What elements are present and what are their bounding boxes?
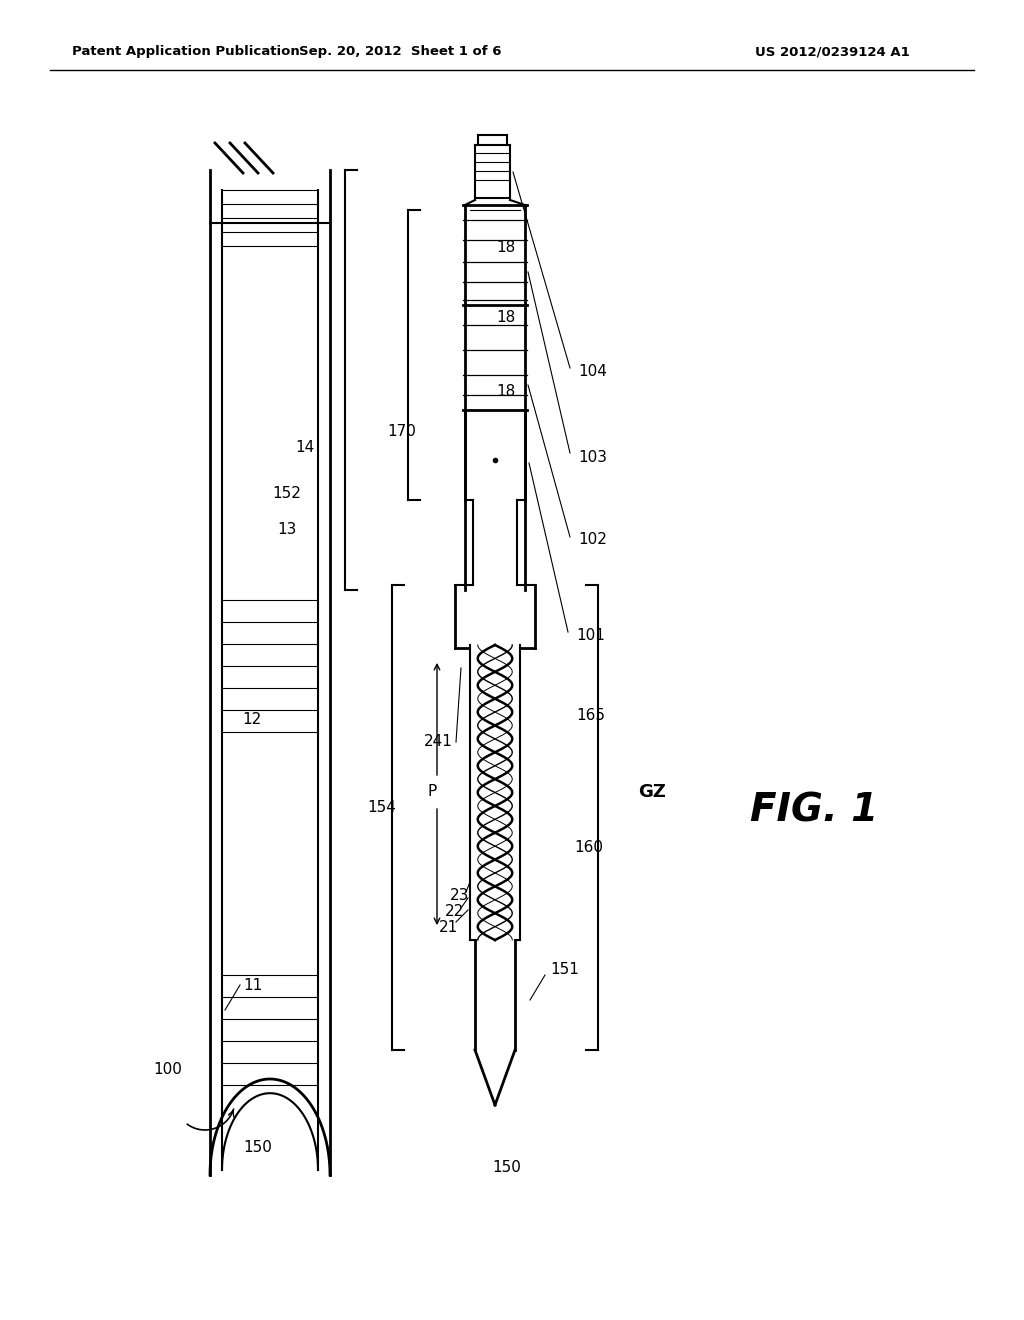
Text: 150: 150 — [493, 1160, 521, 1176]
Text: P: P — [427, 784, 436, 800]
Text: 104: 104 — [578, 364, 607, 380]
Text: 151: 151 — [550, 962, 579, 978]
Text: 103: 103 — [578, 450, 607, 465]
Text: 170: 170 — [387, 425, 417, 440]
Text: 22: 22 — [445, 904, 465, 920]
Text: US 2012/0239124 A1: US 2012/0239124 A1 — [755, 45, 909, 58]
Text: 23: 23 — [451, 887, 470, 903]
Text: 18: 18 — [497, 384, 516, 400]
Text: 101: 101 — [575, 627, 605, 643]
Text: 102: 102 — [578, 532, 607, 548]
Text: FIG. 1: FIG. 1 — [750, 791, 879, 829]
Text: 21: 21 — [439, 920, 459, 936]
Text: Sep. 20, 2012  Sheet 1 of 6: Sep. 20, 2012 Sheet 1 of 6 — [299, 45, 502, 58]
Text: 13: 13 — [278, 523, 297, 537]
Text: 150: 150 — [244, 1140, 272, 1155]
Text: 165: 165 — [575, 708, 605, 722]
Text: 18: 18 — [497, 240, 516, 256]
Text: Patent Application Publication: Patent Application Publication — [72, 45, 300, 58]
Text: 152: 152 — [272, 486, 301, 500]
Text: 11: 11 — [244, 978, 262, 993]
Text: 241: 241 — [424, 734, 453, 750]
Text: GZ: GZ — [638, 783, 666, 801]
Text: 18: 18 — [497, 310, 516, 326]
Text: 160: 160 — [574, 841, 603, 855]
Text: 100: 100 — [154, 1063, 182, 1077]
Text: 12: 12 — [243, 713, 261, 727]
Text: 14: 14 — [295, 441, 314, 455]
Text: 154: 154 — [368, 800, 396, 816]
